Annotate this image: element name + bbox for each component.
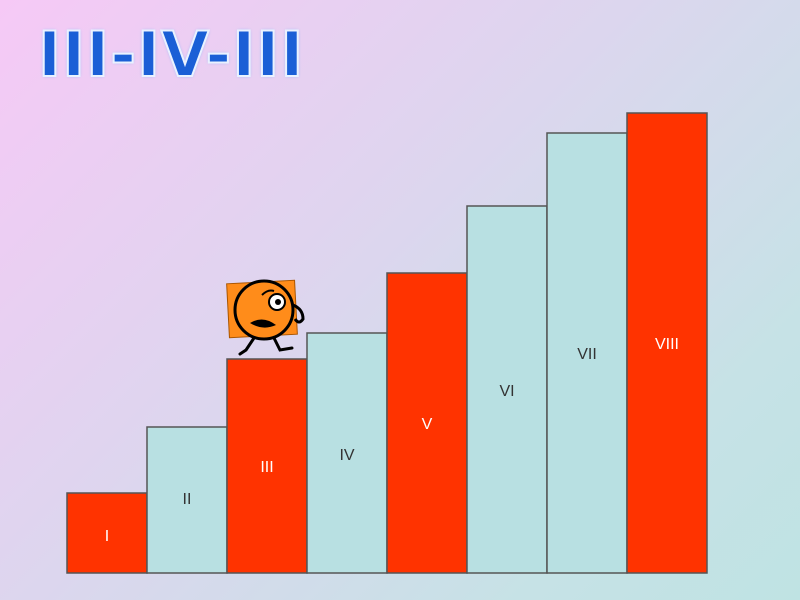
step-label-iii: III xyxy=(260,459,273,476)
step-label-vii: VII xyxy=(577,346,597,363)
step-label-ii: II xyxy=(183,491,192,508)
step-viii xyxy=(626,112,708,574)
step-vi xyxy=(466,205,548,574)
step-label-vi: VI xyxy=(499,383,514,400)
step-iii xyxy=(226,358,308,574)
step-i xyxy=(66,492,148,574)
step-iv xyxy=(306,332,388,574)
step-ii xyxy=(146,426,228,574)
page-title: III-IV-III xyxy=(37,18,305,91)
step-vii xyxy=(546,132,628,574)
step-label-i: I xyxy=(105,528,109,545)
step-label-viii: VIII xyxy=(655,336,679,353)
step-v xyxy=(386,272,468,574)
worried-face-character-icon xyxy=(226,279,305,356)
step-label-iv: IV xyxy=(339,447,354,464)
step-label-v: V xyxy=(422,416,433,433)
